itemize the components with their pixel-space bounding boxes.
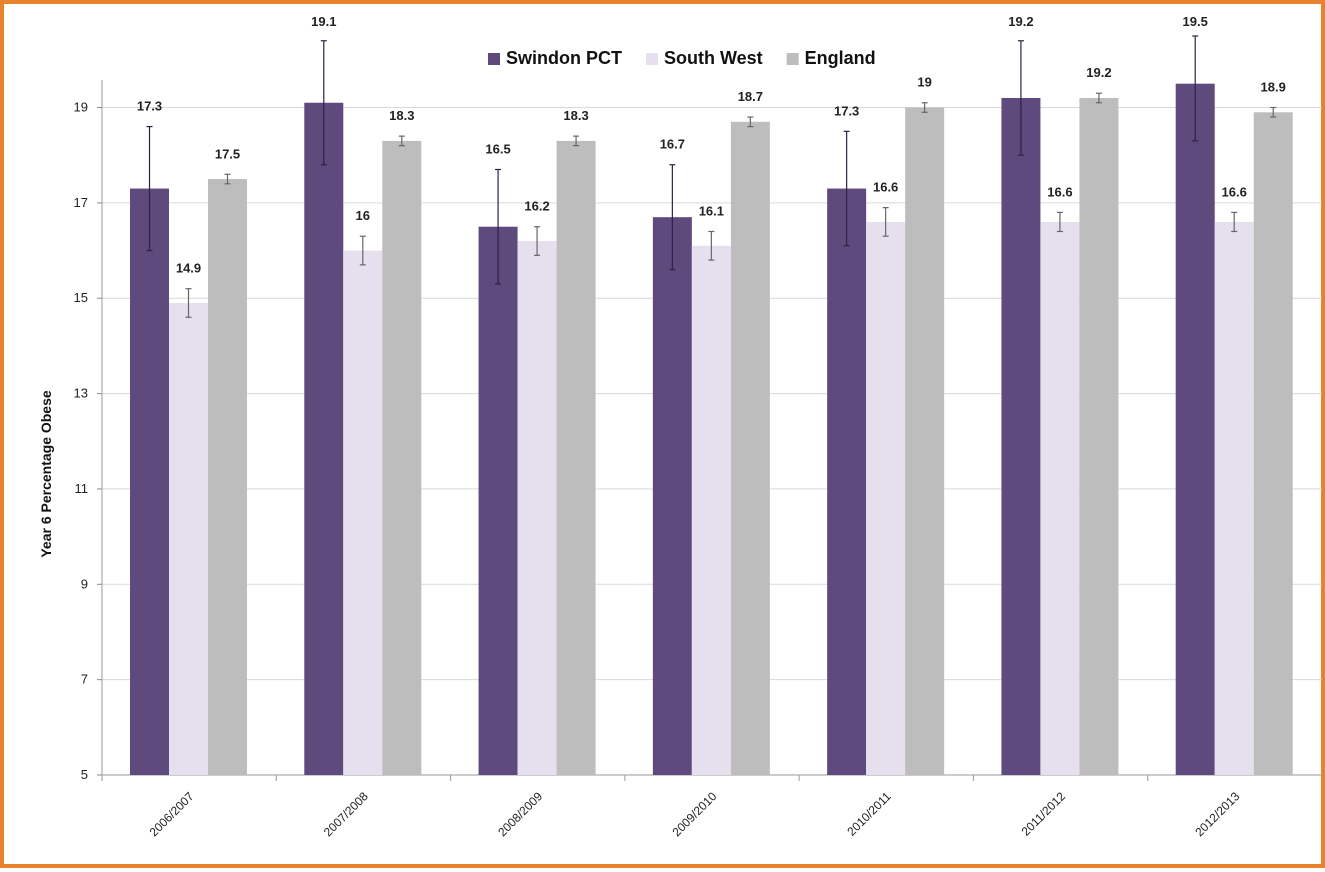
legend-label: England bbox=[805, 48, 876, 68]
bar bbox=[169, 302, 208, 775]
data-label: 18.9 bbox=[1261, 80, 1286, 95]
bar bbox=[130, 188, 169, 775]
y-tick-label: 17 bbox=[74, 195, 88, 210]
data-label: 19 bbox=[917, 75, 931, 90]
legend-swatch bbox=[646, 53, 658, 65]
bar bbox=[1175, 83, 1215, 775]
data-label: 16 bbox=[356, 208, 370, 223]
data-label: 19.5 bbox=[1183, 14, 1208, 29]
x-category-label: 2010/2011 bbox=[844, 789, 894, 839]
data-label: 16.1 bbox=[699, 203, 724, 218]
data-label: 18.3 bbox=[389, 108, 414, 123]
data-label: 14.9 bbox=[176, 261, 201, 276]
bar bbox=[730, 121, 770, 776]
bar bbox=[1040, 221, 1080, 775]
legend: Swindon PCT South West England bbox=[488, 48, 876, 68]
bar bbox=[652, 217, 692, 775]
data-label: 19.2 bbox=[1086, 65, 1111, 80]
bar bbox=[691, 245, 731, 775]
bar-chart: 5 7 9 11 13 15 17 19 2006/2007 2007/2008 2008/2009… bbox=[38, 14, 1322, 839]
bar bbox=[1079, 97, 1119, 775]
bar bbox=[343, 250, 383, 775]
legend-swatch bbox=[488, 53, 500, 65]
bar bbox=[866, 221, 906, 775]
bar bbox=[556, 140, 596, 775]
data-label: 18.7 bbox=[738, 89, 763, 104]
data-labels: 17.3 14.9 17.5 19.1 16 18.3 16.5 16.2 18.3 16.7 16… bbox=[137, 14, 1286, 276]
legend-swatch bbox=[786, 53, 799, 65]
bar bbox=[1001, 97, 1041, 775]
data-label: 19.2 bbox=[1008, 14, 1033, 29]
x-category-label: 2006/2007 bbox=[147, 789, 197, 839]
bar bbox=[1253, 112, 1293, 775]
y-tick-label: 13 bbox=[74, 386, 88, 401]
y-axis-title: Year 6 Percentage Obese bbox=[38, 390, 54, 558]
x-category-label: 2008/2009 bbox=[495, 789, 545, 839]
data-label: 16.7 bbox=[660, 137, 685, 152]
bar bbox=[905, 107, 945, 776]
data-label: 16.2 bbox=[524, 199, 549, 214]
x-category-label: 2009/2010 bbox=[669, 789, 719, 839]
legend-label: South West bbox=[664, 48, 763, 68]
bar bbox=[517, 241, 557, 775]
data-label: 16.5 bbox=[485, 141, 510, 156]
data-label: 19.1 bbox=[311, 14, 336, 29]
bars bbox=[130, 83, 1293, 776]
y-tick-label: 9 bbox=[81, 576, 88, 591]
data-label: 16.6 bbox=[1222, 184, 1247, 199]
legend-label: Swindon PCT bbox=[506, 48, 622, 68]
x-category-label: 2011/2012 bbox=[1019, 789, 1069, 839]
bar bbox=[827, 188, 867, 775]
data-label: 17.3 bbox=[834, 103, 859, 118]
data-label: 16.6 bbox=[1047, 184, 1072, 199]
bar bbox=[478, 226, 518, 776]
y-tick-label: 5 bbox=[81, 767, 88, 782]
x-category-label: 2012/2013 bbox=[1192, 789, 1242, 839]
y-tick-label: 19 bbox=[74, 100, 88, 115]
y-tick-label: 7 bbox=[81, 672, 88, 687]
data-label: 16.6 bbox=[873, 180, 898, 195]
data-label: 17.3 bbox=[137, 99, 162, 114]
data-label: 18.3 bbox=[563, 108, 588, 123]
y-tick-label: 15 bbox=[74, 290, 88, 305]
bar bbox=[208, 179, 247, 776]
x-category-label: 2007/2008 bbox=[321, 789, 371, 839]
error-bars bbox=[146, 35, 1277, 318]
bar bbox=[1214, 221, 1254, 775]
bar bbox=[382, 140, 422, 775]
data-label: 17.5 bbox=[215, 146, 240, 161]
bar bbox=[304, 102, 344, 775]
y-tick-label: 11 bbox=[75, 481, 89, 496]
